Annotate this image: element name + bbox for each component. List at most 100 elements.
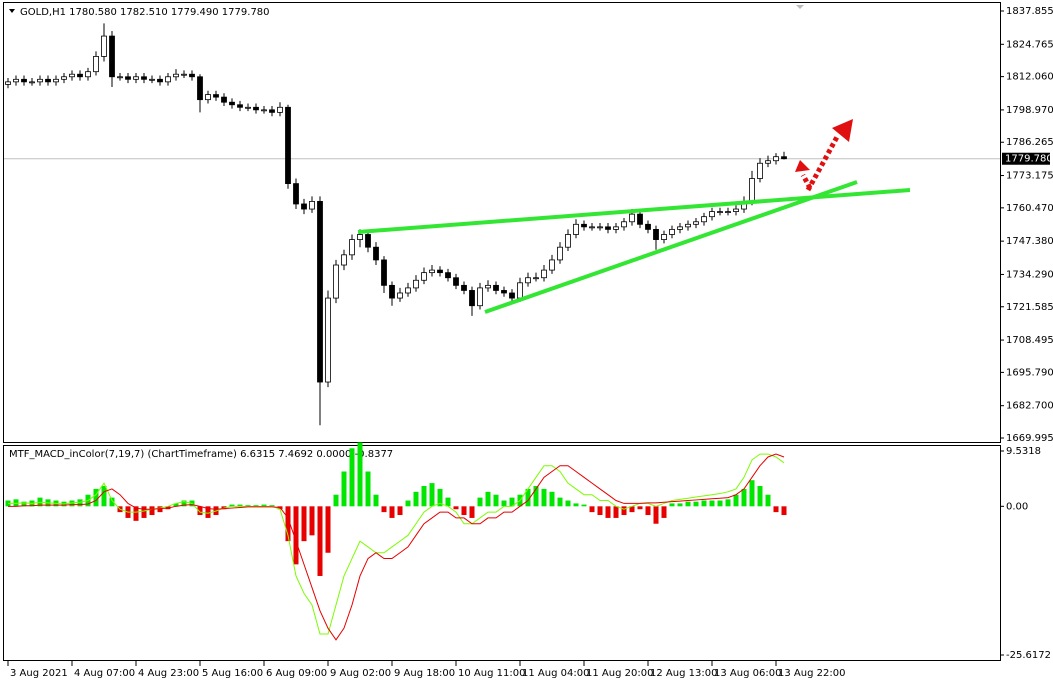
histogram-bar [757,486,763,507]
y-tick-label: 1695.790 [1006,367,1053,378]
histogram-bar [725,499,731,507]
histogram-bar [373,494,379,507]
y-tick-label: 1798.970 [1006,105,1053,116]
candle-body [669,228,675,235]
histogram-bar [669,503,675,507]
histogram-bar [357,442,363,507]
candle-body [317,201,323,383]
candle-body [589,226,595,229]
histogram-bar [429,483,435,507]
candle-body [765,160,771,164]
candle-body [597,226,603,229]
x-tick-label: 5 Aug 16:00 [202,668,263,679]
histogram-bar [77,499,83,507]
x-tick-label: 9 Aug 18:00 [394,668,455,679]
histogram-bar [781,506,787,516]
y-tick-label: 1837.855 [1006,6,1053,17]
candle-body [757,162,763,179]
candle-body [101,35,107,57]
candle-body [285,106,291,185]
candle-body [13,78,19,83]
histogram-bar [381,506,387,513]
histogram-bar [501,500,507,507]
histogram-bar [141,506,147,518]
y-tick-label: 1708.495 [1006,335,1053,346]
candle-body [373,246,379,261]
current-price-label: 1779.780 [1005,154,1053,165]
candle-body [581,223,587,228]
scroll-marker [796,5,804,9]
y-tick-label: 1721.585 [1006,302,1053,313]
x-tick-label: 11 Aug 04:00 [522,668,589,679]
histogram-bar [741,488,747,507]
histogram-bar [765,494,771,507]
candle-body [637,213,643,225]
histogram-bar [541,488,547,507]
candle-body [733,208,739,212]
histogram-bar [565,500,571,507]
candle-body [357,234,363,240]
candle-body [301,203,307,210]
histogram-bar [525,488,531,507]
menu-triangle[interactable] [9,9,15,13]
candle-body [157,78,163,83]
candle-body [149,78,155,81]
y-tick-label: 9.5318 [1006,446,1041,457]
y-tick-label: 1824.765 [1006,39,1053,50]
x-tick-label: 3 Aug 2021 [10,668,68,679]
histogram-bar [549,491,555,507]
arrow-head [832,119,853,142]
y-tick-label: 1682.700 [1006,401,1053,412]
histogram-bar [477,497,483,507]
histogram-bar [197,506,203,516]
candle-body [165,76,171,83]
candle-body [397,292,403,299]
candle-body [229,101,235,106]
candle-body [509,292,515,299]
histogram-bar [21,501,27,507]
histogram-bar [637,506,643,510]
histogram-bar [509,497,515,507]
histogram-bar [589,506,595,513]
candle-body [565,234,571,248]
candle-body [501,290,507,294]
histogram-bar [317,506,323,576]
histogram-bar [93,488,99,507]
y-tick-label: 1786.265 [1006,137,1053,148]
y-tick-label: 1812.060 [1006,72,1053,83]
candle-body [221,96,227,103]
x-tick-label: 4 Aug 23:00 [138,668,199,679]
candle-body [645,223,651,230]
histogram-bar [301,506,307,542]
x-tick-label: 6 Aug 09:00 [266,668,327,679]
candle-body [533,277,539,280]
y-tick-label: 1773.175 [1006,171,1053,182]
candle-body [37,78,43,83]
candle-body [461,284,467,291]
histogram-bar [605,506,611,518]
candle-body [133,76,139,80]
candle-body [613,226,619,230]
histogram-bar [597,506,603,516]
candle-body [189,73,195,78]
candle-body [213,94,219,98]
histogram-bar [133,506,139,521]
candle-body [605,226,611,230]
candle-body [573,223,579,235]
histogram-bar [645,506,651,516]
candle-body [749,178,755,202]
histogram-bar [573,503,579,507]
histogram-bar [101,486,107,507]
current-price-box [1002,152,1050,165]
histogram-bar [325,506,331,553]
candle-body [29,81,35,84]
candle-body [69,73,75,78]
histogram-bar [237,504,243,507]
candle-body [173,73,179,78]
histogram-bar [397,506,403,516]
candle-body [549,259,555,271]
histogram-bar [109,497,115,507]
candle-body [773,156,779,162]
x-tick-label: 4 Aug 07:00 [74,668,135,679]
candle-body [277,106,283,113]
